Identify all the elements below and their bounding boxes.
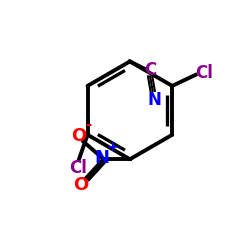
Text: N: N xyxy=(148,91,161,109)
Text: Cl: Cl xyxy=(195,64,213,82)
Text: C: C xyxy=(144,61,156,79)
Text: O: O xyxy=(72,127,87,145)
Text: -: - xyxy=(85,118,91,132)
Text: O: O xyxy=(74,176,89,194)
Text: +: + xyxy=(106,140,118,154)
Text: N: N xyxy=(95,149,110,167)
Text: Cl: Cl xyxy=(69,159,87,177)
